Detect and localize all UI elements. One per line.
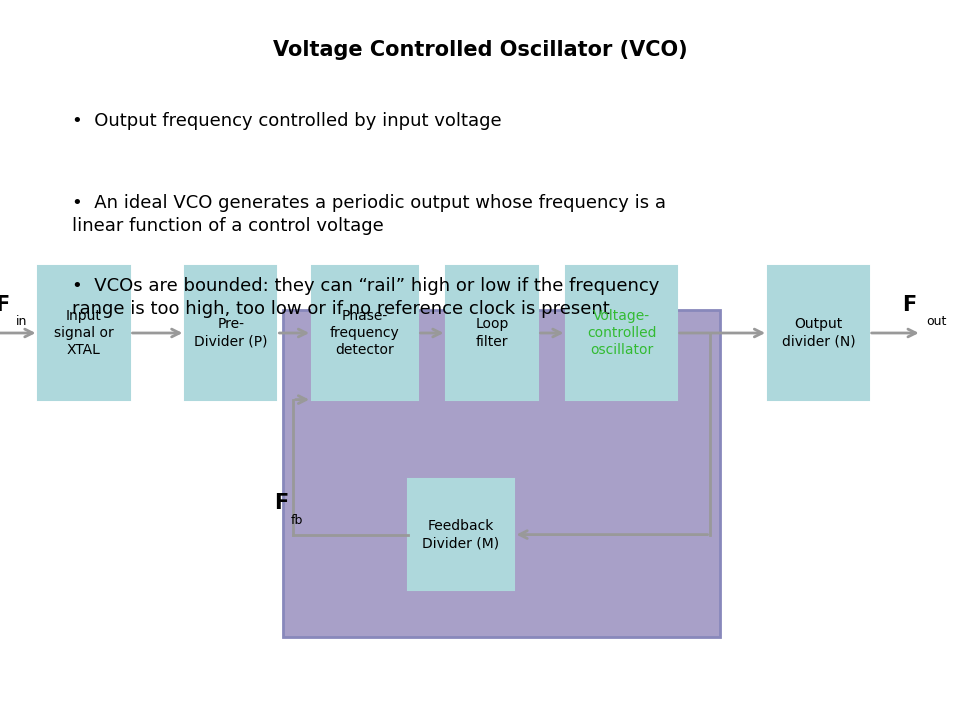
Text: Feedback
Divider (M): Feedback Divider (M): [422, 519, 499, 550]
Text: Voltage-
controlled
oscillator: Voltage- controlled oscillator: [587, 309, 657, 357]
Text: in: in: [16, 315, 28, 328]
FancyBboxPatch shape: [768, 266, 869, 400]
Text: F: F: [0, 295, 10, 315]
FancyBboxPatch shape: [312, 266, 418, 400]
Text: Output
divider (N): Output divider (N): [781, 318, 855, 348]
Text: Phase-
frequency
detector: Phase- frequency detector: [330, 309, 399, 357]
Text: •  Output frequency controlled by input voltage: • Output frequency controlled by input v…: [72, 112, 502, 130]
Text: •  An ideal VCO generates a periodic output whose frequency is a
linear function: • An ideal VCO generates a periodic outp…: [72, 194, 666, 235]
Text: Input
signal or
XTAL: Input signal or XTAL: [54, 309, 114, 357]
Text: Pre-
Divider (P): Pre- Divider (P): [194, 318, 268, 348]
Text: Voltage Controlled Oscillator (VCO): Voltage Controlled Oscillator (VCO): [273, 40, 687, 60]
FancyBboxPatch shape: [446, 266, 538, 400]
FancyBboxPatch shape: [408, 479, 514, 590]
Text: out: out: [926, 315, 947, 328]
Text: fb: fb: [291, 514, 303, 527]
Text: Loop
filter: Loop filter: [475, 318, 509, 348]
Text: •  VCOs are bounded: they can “rail” high or low if the frequency
range is too h: • VCOs are bounded: they can “rail” high…: [72, 277, 660, 318]
FancyBboxPatch shape: [283, 310, 720, 637]
Text: F: F: [902, 295, 917, 315]
Text: F: F: [274, 493, 288, 513]
FancyBboxPatch shape: [566, 266, 677, 400]
FancyBboxPatch shape: [38, 266, 130, 400]
FancyBboxPatch shape: [185, 266, 276, 400]
